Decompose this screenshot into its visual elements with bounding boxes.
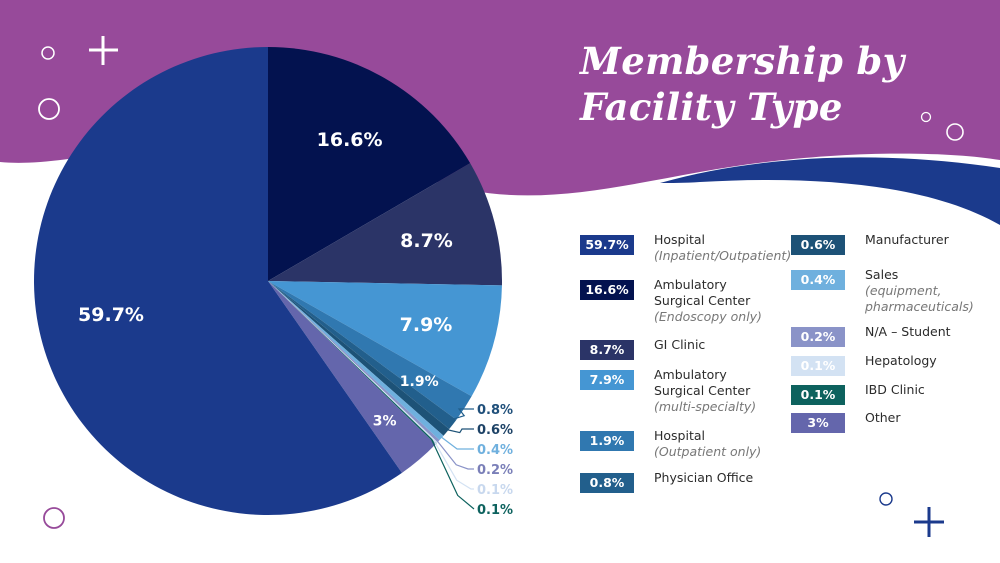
legend-badge: 16.6%: [580, 280, 634, 300]
legend-text: Physician Office: [654, 470, 779, 486]
legend-sublabel: (Endoscopy only): [654, 309, 762, 324]
circle-outline-navy-icon: [879, 492, 893, 506]
legend-badge: 0.1%: [791, 385, 845, 405]
slice-label-5: 0.8%: [477, 403, 513, 418]
pie-slice-7: [268, 281, 444, 441]
slice-label-7: 0.4%: [477, 443, 513, 458]
legend-item: 0.4% Sales (equipment, pharmaceuticals): [791, 267, 974, 315]
legend-label: IBD Clinic: [865, 382, 925, 397]
plus-white-icon: [89, 36, 118, 65]
legend-text: Other: [865, 410, 970, 426]
slice-label-10: 0.1%: [477, 503, 513, 518]
pie-slice-12: [34, 47, 402, 515]
legend-text: Sales (equipment, pharmaceuticals): [865, 267, 974, 315]
legend-sublabel: (Outpatient only): [654, 444, 762, 459]
legend-badge: 3%: [791, 413, 845, 433]
slice-label-1: 16.6%: [317, 129, 383, 151]
circle-outline-large-right-icon: [946, 123, 964, 141]
title-line-2: Facility Type: [580, 85, 843, 129]
legend-label: N/A – Student: [865, 324, 951, 339]
legend-label: Other: [865, 410, 901, 425]
legend-label: Physician Office: [654, 470, 754, 485]
slice-label-12: 59.7%: [78, 304, 144, 326]
legend-sublabel: (Inpatient/Outpatient): [654, 248, 792, 263]
title-line-1: Membership by: [580, 39, 905, 83]
legend-sublabel: (equipment, pharmaceuticals): [865, 283, 974, 314]
legend-badge: 1.9%: [580, 431, 634, 451]
pie-slice-6: [268, 281, 450, 436]
leader-line-10: [431, 439, 475, 510]
legend-label: Ambulatory Surgical Center: [654, 367, 751, 398]
legend-text: N/A – Student: [865, 324, 970, 340]
legend-text: Manufacturer: [865, 232, 970, 248]
legend-text: Hospital (Inpatient/Outpatient): [654, 232, 792, 264]
chart-title: Membership by Facility Type: [580, 38, 904, 130]
legend-text: Ambulatory Surgical Center (Endoscopy onl…: [654, 277, 779, 325]
legend-label: GI Clinic: [654, 337, 706, 352]
legend-item: 7.9% Ambulatory Surgical Center (multi-spe…: [580, 367, 779, 415]
legend-badge: 0.8%: [580, 473, 634, 493]
pie-slice-8: [268, 281, 440, 443]
slice-label-2: 8.7%: [400, 230, 453, 252]
slice-label-9: 0.1%: [477, 483, 513, 498]
circle-outline-purple-icon: [43, 507, 65, 529]
circle-outline-small-icon: [41, 46, 55, 60]
legend-text: Hepatology: [865, 353, 970, 369]
leader-line-6: [441, 427, 474, 434]
blue-wave-band: [660, 157, 1000, 225]
legend-label: Manufacturer: [865, 232, 949, 247]
leader-line-8: [433, 436, 474, 470]
legend-item: 0.2% N/A – Student: [791, 324, 970, 347]
legend-item: 3% Other: [791, 410, 970, 433]
circle-outline-large-icon: [38, 98, 60, 120]
slice-label-3: 7.9%: [400, 314, 453, 336]
pie-slice-4: [268, 281, 472, 420]
legend-text: GI Clinic: [654, 337, 779, 353]
pie-slice-10: [268, 281, 437, 445]
legend-sublabel: (multi-specialty): [654, 399, 757, 414]
legend-item: 59.7% Hospital (Inpatient/Outpatient): [580, 232, 792, 264]
legend-label: Hepatology: [865, 353, 937, 368]
leader-line-5: [448, 408, 474, 422]
slice-label-4: 1.9%: [400, 374, 439, 390]
legend-item: 0.6% Manufacturer: [791, 232, 970, 255]
legend-label: Ambulatory Surgical Center: [654, 277, 751, 308]
circle-outline-small-right-icon: [920, 111, 932, 123]
legend-text: IBD Clinic: [865, 382, 970, 398]
legend-item: 0.1% Hepatology: [791, 353, 970, 376]
legend-badge: 0.4%: [791, 270, 845, 290]
pie-slice-2: [268, 163, 503, 286]
legend-text: Hospital (Outpatient only): [654, 428, 779, 460]
legend-item: 1.9% Hospital (Outpatient only): [580, 428, 779, 460]
legend-badge: 7.9%: [580, 370, 634, 390]
plus-navy-icon: [914, 507, 944, 537]
legend-badge: 59.7%: [580, 235, 634, 255]
legend-label: Sales: [865, 267, 899, 282]
slice-label-6: 0.6%: [477, 423, 513, 438]
legend-item: 0.8% Physician Office: [580, 470, 779, 493]
slice-label-11: 3%: [373, 413, 397, 429]
legend-item: 8.7% GI Clinic: [580, 337, 779, 360]
pie-slice-1: [268, 47, 471, 281]
pie-slice-5: [268, 281, 457, 430]
legend-badge: 0.2%: [791, 327, 845, 347]
pie-slice-11: [268, 281, 436, 473]
legend-badge: 0.1%: [791, 356, 845, 376]
pie-slice-9: [268, 281, 438, 444]
legend-badge: 0.6%: [791, 235, 845, 255]
legend-label: Hospital: [654, 232, 706, 247]
legend-label: Hospital: [654, 428, 706, 443]
leader-line-7: [436, 433, 474, 450]
leader-line-9: [432, 438, 474, 490]
legend-item: 16.6% Ambulatory Surgical Center (Endoscop…: [580, 277, 779, 325]
pie-slice-3: [268, 281, 502, 397]
slice-label-8: 0.2%: [477, 463, 513, 478]
legend-text: Ambulatory Surgical Center (multi-special…: [654, 367, 779, 415]
legend-item: 0.1% IBD Clinic: [791, 382, 970, 405]
legend-badge: 8.7%: [580, 340, 634, 360]
